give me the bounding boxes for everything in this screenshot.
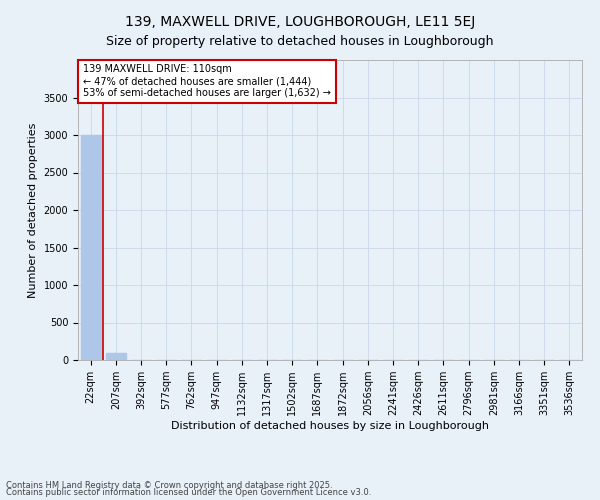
Text: Size of property relative to detached houses in Loughborough: Size of property relative to detached ho… bbox=[106, 35, 494, 48]
X-axis label: Distribution of detached houses by size in Loughborough: Distribution of detached houses by size … bbox=[171, 421, 489, 431]
Bar bbox=[106, 352, 126, 360]
Text: Contains public sector information licensed under the Open Government Licence v3: Contains public sector information licen… bbox=[6, 488, 371, 497]
Text: 139 MAXWELL DRIVE: 110sqm
← 47% of detached houses are smaller (1,444)
53% of se: 139 MAXWELL DRIVE: 110sqm ← 47% of detac… bbox=[83, 64, 331, 98]
Y-axis label: Number of detached properties: Number of detached properties bbox=[28, 122, 38, 298]
Text: 139, MAXWELL DRIVE, LOUGHBOROUGH, LE11 5EJ: 139, MAXWELL DRIVE, LOUGHBOROUGH, LE11 5… bbox=[125, 15, 475, 29]
Text: Contains HM Land Registry data © Crown copyright and database right 2025.: Contains HM Land Registry data © Crown c… bbox=[6, 480, 332, 490]
Bar bbox=[80, 135, 101, 360]
